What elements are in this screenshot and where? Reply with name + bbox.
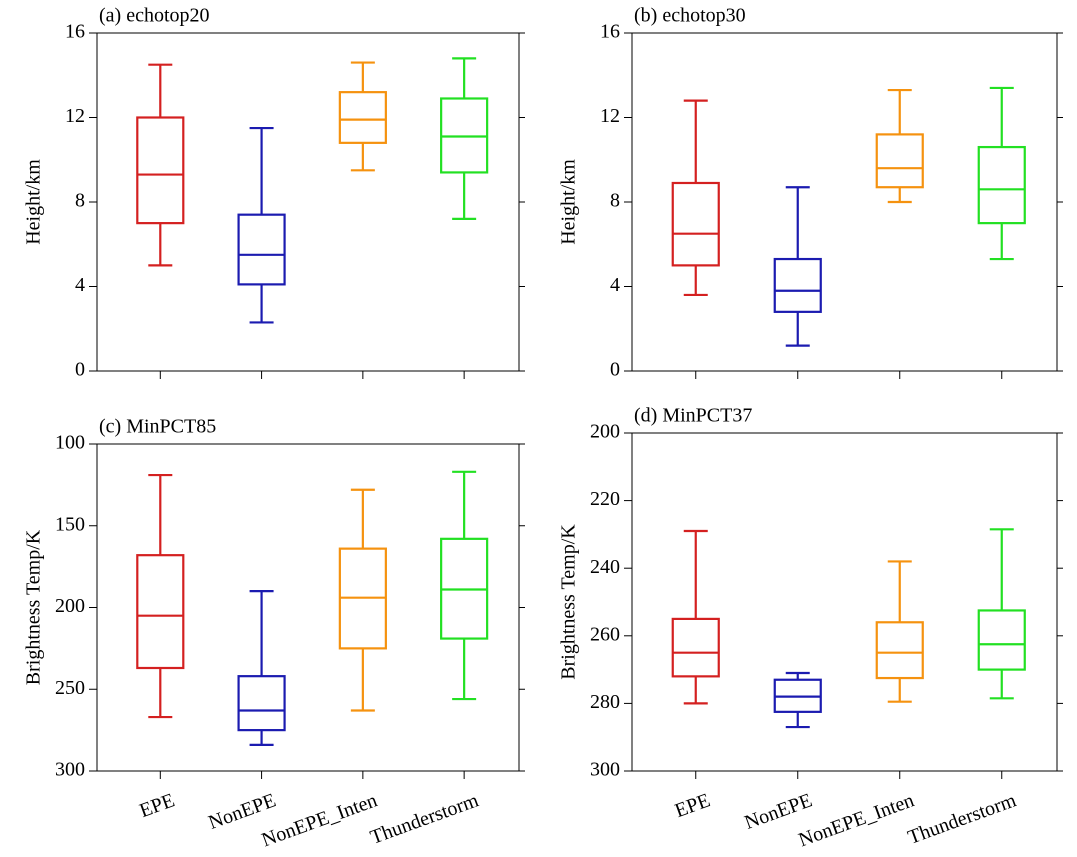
y-tick-label: 220 xyxy=(590,488,620,510)
y-tick-label: 280 xyxy=(590,691,620,713)
box xyxy=(136,554,185,670)
box xyxy=(977,145,1026,225)
plot-frame xyxy=(631,432,1058,772)
x-tick-label: NonEPE_Inten xyxy=(796,789,917,851)
box xyxy=(671,617,720,678)
y-tick-label: 8 xyxy=(75,190,85,212)
x-tick-label: EPE xyxy=(672,789,713,822)
y-tick-label: 16 xyxy=(600,21,620,43)
y-tick-label: 16 xyxy=(65,21,85,43)
y-axis-label: Brightness Temp/K xyxy=(558,524,580,680)
panel-title: (a) echotop20 xyxy=(99,5,210,27)
y-tick-label: 12 xyxy=(65,105,85,127)
box xyxy=(338,91,387,144)
y-tick-label: 150 xyxy=(55,513,85,535)
y-tick-label: 260 xyxy=(590,623,620,645)
y-tick-label: 240 xyxy=(590,556,620,578)
box xyxy=(875,133,924,189)
y-tick-label: 300 xyxy=(55,759,85,781)
box xyxy=(977,609,1026,671)
panel-title: (b) echotop30 xyxy=(634,5,746,27)
box xyxy=(237,213,286,286)
x-tick-label: Thunderstorm xyxy=(367,789,481,849)
y-axis-label: Height/km xyxy=(23,159,45,245)
y-tick-label: 4 xyxy=(610,274,620,296)
y-tick-label: 200 xyxy=(55,595,85,617)
y-tick-label: 0 xyxy=(75,359,85,381)
plot-frame xyxy=(631,32,1058,372)
y-tick-label: 0 xyxy=(610,359,620,381)
y-tick-label: 200 xyxy=(590,421,620,443)
x-tick-label: EPE xyxy=(137,789,178,822)
y-tick-label: 12 xyxy=(600,105,620,127)
y-axis-label: Brightness Temp/K xyxy=(23,529,45,685)
y-tick-label: 300 xyxy=(590,759,620,781)
box xyxy=(671,181,720,267)
box xyxy=(237,675,286,732)
panel-title: (c) MinPCT85 xyxy=(99,416,216,438)
y-tick-label: 100 xyxy=(55,432,85,454)
y-tick-label: 250 xyxy=(55,677,85,699)
box xyxy=(136,116,185,225)
x-tick-label: Thunderstorm xyxy=(905,789,1019,849)
y-axis-label: Height/km xyxy=(558,159,580,245)
box xyxy=(875,621,924,680)
box xyxy=(773,257,822,313)
y-tick-label: 8 xyxy=(610,190,620,212)
x-tick-label: NonEPE_Inten xyxy=(259,789,380,851)
panel-title: (d) MinPCT37 xyxy=(634,405,752,427)
y-tick-label: 4 xyxy=(75,274,85,296)
